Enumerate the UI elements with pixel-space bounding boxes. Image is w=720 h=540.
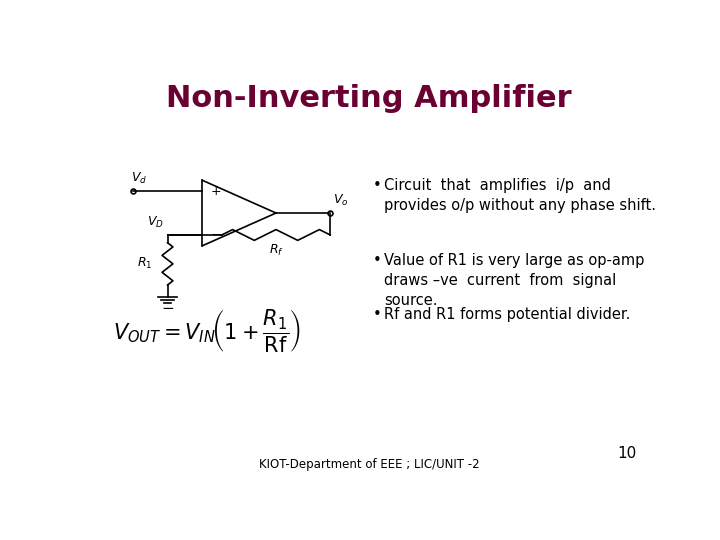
Text: •: • [373,178,382,193]
Text: −: − [161,301,174,316]
Text: $V_D$: $V_D$ [147,215,163,231]
Text: $V_d$: $V_d$ [131,171,147,186]
Text: Non-Inverting Amplifier: Non-Inverting Amplifier [166,84,572,113]
Text: +: + [210,185,221,198]
Text: 10: 10 [617,447,636,461]
Text: Value of R1 is very large as op-amp
draws –ve  current  from  signal
source.: Value of R1 is very large as op-amp draw… [384,253,644,308]
Text: −: − [210,228,222,242]
Text: •: • [373,307,382,322]
Text: •: • [373,253,382,268]
Text: Rf and R1 forms potential divider.: Rf and R1 forms potential divider. [384,307,630,322]
Text: $R_1$: $R_1$ [137,256,152,272]
Text: $V_{OUT} = V_{IN}\!\left(1 + \dfrac{R_1}{\mathrm{Rf}}\right)$: $V_{OUT} = V_{IN}\!\left(1 + \dfrac{R_1}… [113,307,301,354]
Text: KIOT-Department of EEE ; LIC/UNIT -2: KIOT-Department of EEE ; LIC/UNIT -2 [258,458,480,471]
Text: $V_o$: $V_o$ [333,193,348,208]
Text: Circuit  that  amplifies  i/p  and
provides o/p without any phase shift.: Circuit that amplifies i/p and provides … [384,178,656,213]
Text: $R_f$: $R_f$ [269,242,284,258]
